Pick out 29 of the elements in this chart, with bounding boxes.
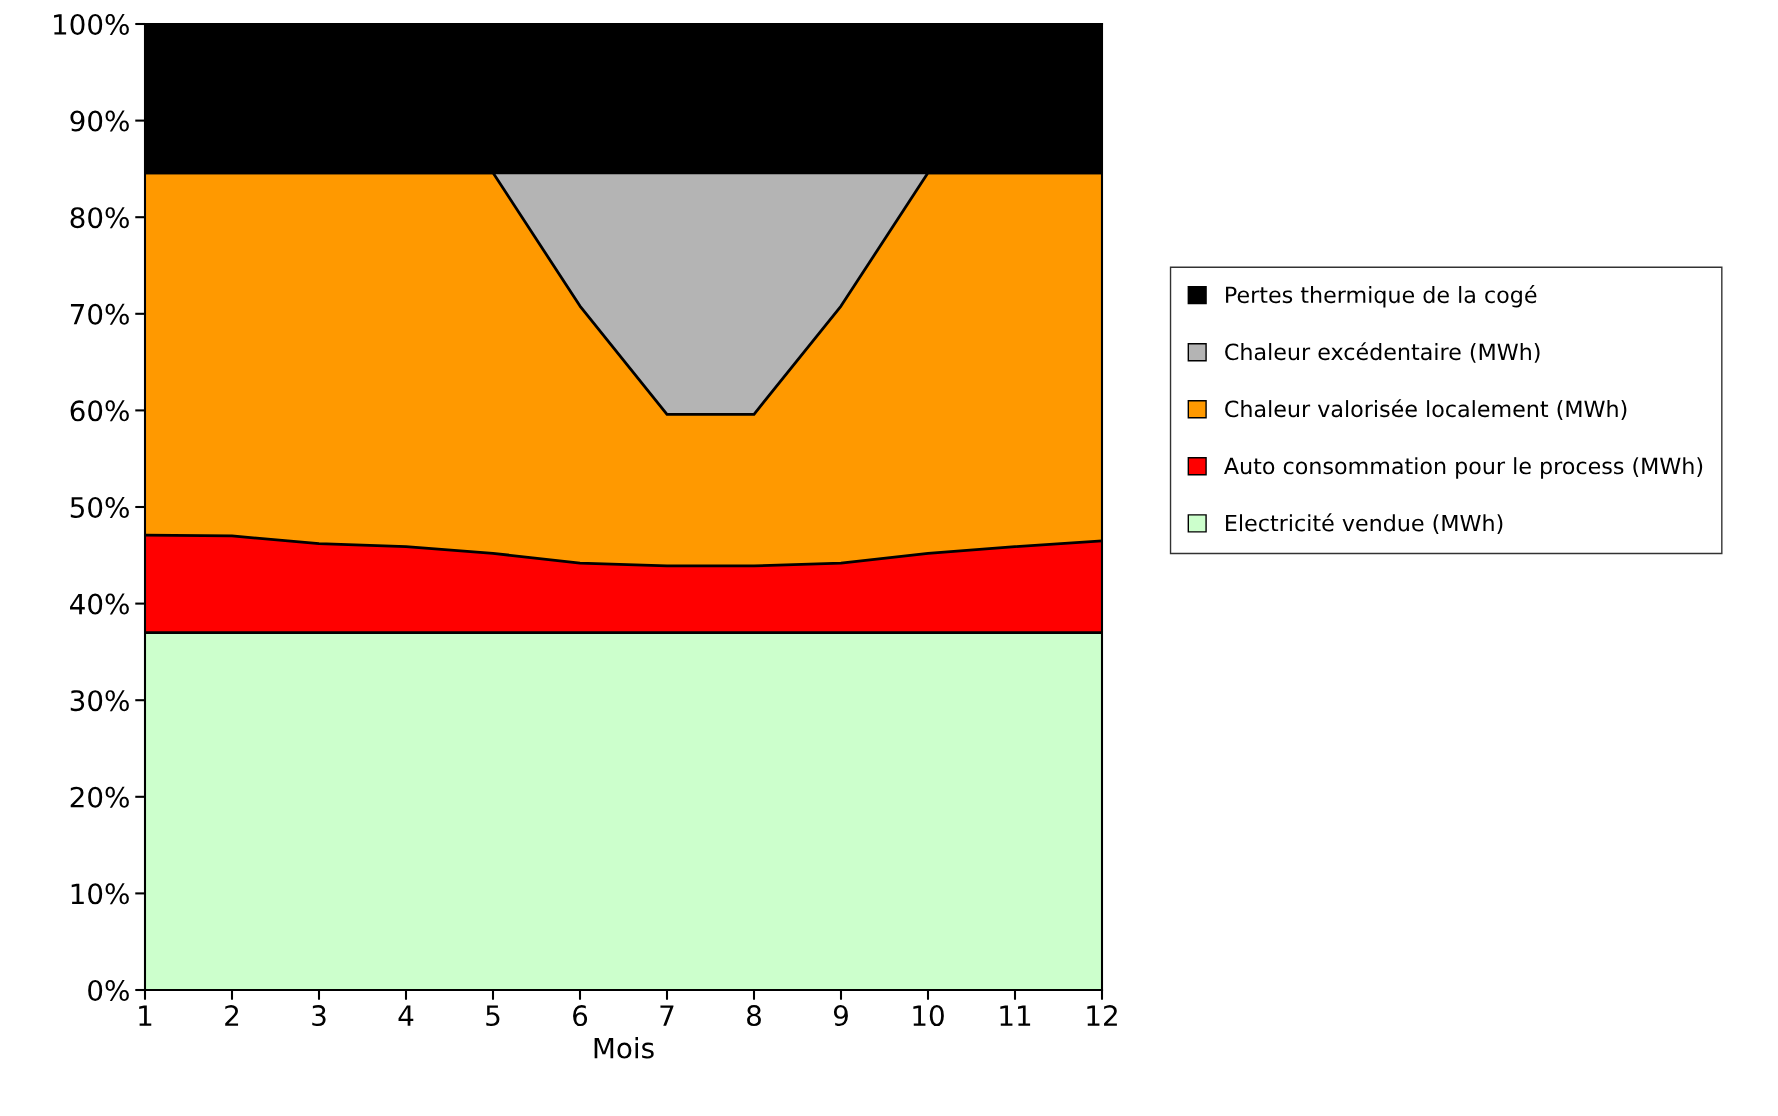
x-tick-label: 1 [139, 1005, 152, 1026]
x-tick-label: 6 [573, 1005, 588, 1027]
x-tick-label: 2 [225, 1005, 239, 1026]
x-tick-label: 11 [1000, 1005, 1031, 1026]
x-axis-title: Mois [594, 1037, 654, 1059]
y-tick-label: 0% [88, 979, 129, 1001]
legend-label: Electricité vendue (MWh) [1226, 513, 1503, 535]
x-tick-label: 4 [398, 1005, 414, 1026]
y-tick-label: 60% [70, 400, 129, 422]
x-tick-label: 8 [747, 1005, 761, 1027]
y-tick-label: 70% [70, 303, 129, 325]
x-tick-label: 5 [486, 1005, 500, 1027]
x-tick-label: 3 [312, 1005, 326, 1027]
y-tick-label: 10% [71, 883, 129, 905]
x-tick-label: 7 [660, 1005, 674, 1026]
legend-label: Pertes thermique de la cogé [1226, 285, 1537, 308]
y-tick-label: 80% [70, 207, 129, 229]
y-tick-label: 90% [70, 110, 129, 132]
legend-label: Chaleur excédentaire (MWh) [1225, 342, 1540, 363]
x-tick-label: 10 [913, 1005, 944, 1027]
y-tick-label: 40% [70, 593, 129, 615]
legend-label: Chaleur valorisée localement (MWh) [1225, 399, 1627, 420]
y-tick-label: 50% [70, 496, 129, 518]
x-tick-label: 9 [833, 1005, 848, 1027]
x-tick-label: 12 [1087, 1005, 1117, 1026]
y-tick-label: 20% [70, 786, 129, 808]
y-tick-label: 30% [70, 690, 129, 712]
legend-label: Auto consommation pour le process (MWh) [1224, 457, 1703, 479]
y-tick-label: 100% [54, 13, 129, 35]
